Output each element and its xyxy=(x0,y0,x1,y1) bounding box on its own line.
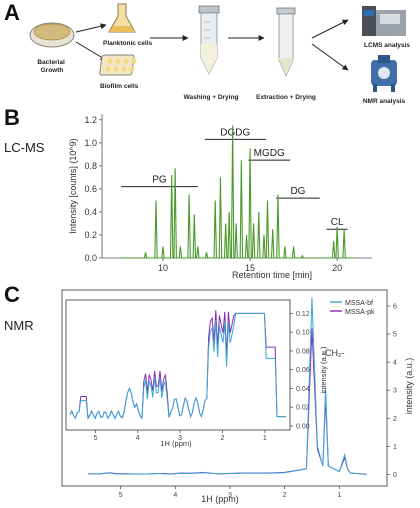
nmr-label: NMR analysis xyxy=(363,98,406,105)
lcms-y-tick-label: 1.0 xyxy=(84,138,97,148)
panel-b-side-label: LC-MS xyxy=(4,140,45,155)
inset-series-bf xyxy=(69,312,286,420)
nmr-y-tick-label: 5 xyxy=(393,332,397,339)
growth-label: Bacterial Growth xyxy=(37,59,66,74)
inset-frame xyxy=(65,299,291,431)
nmr-y-tick-label: 6 xyxy=(393,304,397,311)
arrow-to-biofilm xyxy=(75,41,107,61)
nmr-legend: MSSA-bf MSSA-pk xyxy=(330,300,375,316)
nmr-y-axis-title: intensity (a.u.) xyxy=(404,358,414,415)
lcms-y-tick-label: 0.2 xyxy=(84,230,97,240)
inset-y-tick-label: 0.06 xyxy=(296,367,310,374)
lcms-chart: 0.0 0.2 0.4 0.6 0.8 1.0 1.2 10 15 20 PG DGDG MGDG D… xyxy=(84,114,372,273)
inset-x-tick-label: 2 xyxy=(221,435,225,442)
nmr-chart: 5 4 3 2 1 0 1 2 3 4 5 6 xyxy=(61,289,397,499)
lcms-y-tick-label: 0.6 xyxy=(84,184,97,194)
inset-x-tick-label: 1 xyxy=(263,435,267,442)
falcon-tube-icon xyxy=(198,5,220,75)
lcms-x-tick-label: 20 xyxy=(332,263,342,273)
inset-y-tick-label: 0.02 xyxy=(296,405,310,412)
extraction-tube-icon xyxy=(276,7,296,77)
inset-y-tick-label: 0.08 xyxy=(296,348,310,355)
nmr-y-tick-label: 3 xyxy=(393,388,397,395)
nmr-y-tick-label: 2 xyxy=(393,416,397,423)
nmr-inset: 5 4 3 2 1 0.00 0.02 0.04 0.06 0.08 0.10 0.12 xyxy=(65,299,310,442)
inset-y-tick-label: 0.12 xyxy=(296,311,310,318)
lcms-x-tick-label: 10 xyxy=(158,263,168,273)
lcms-group-label: CL xyxy=(331,217,344,228)
nmr-y-tick-label: 4 xyxy=(393,360,397,367)
panel-a-letter: A xyxy=(4,0,20,25)
nmr-frame xyxy=(61,289,388,487)
nmr-x-tick-label: 3 xyxy=(228,492,232,499)
nmr-y-tick-label: 1 xyxy=(393,444,397,451)
panel-c-side-label: NMR xyxy=(4,318,34,333)
inset-x-tick-label: 4 xyxy=(136,435,140,442)
nmr-x-tick-label: 5 xyxy=(119,492,123,499)
nmr-series-bf xyxy=(87,297,367,475)
nmr-x-tick-label: 2 xyxy=(283,492,287,499)
lcms-group-label: MGDG xyxy=(254,148,285,159)
nmr-x-tick-label: 4 xyxy=(173,492,177,499)
inset-y-tick-label: 0.04 xyxy=(296,386,310,393)
arrow-to-nmr xyxy=(311,43,349,71)
ch2-annotation: -CH₂- xyxy=(322,348,345,358)
lcms-group-label: PG xyxy=(152,175,167,186)
well-plate-icon xyxy=(99,54,137,76)
lcms-y-tick-label: 1.2 xyxy=(84,115,97,125)
petri-dish-icon xyxy=(29,22,75,48)
inset-x-tick-label: 3 xyxy=(178,435,182,442)
inset-x-axis-title: 1H (ppm) xyxy=(160,439,192,448)
nmr-x-tick-label: 1 xyxy=(337,492,341,499)
panel-b-letter: B xyxy=(4,105,20,130)
nmr-y-tick-label: 0 xyxy=(393,472,397,479)
lcms-y-axis-title: Intensity [counts] (10^9) xyxy=(68,138,78,233)
lcms-label: LCMS analysis xyxy=(364,42,410,49)
growth-label-line1: Bacterial xyxy=(37,59,65,66)
inset-y-axis-title: intensity (a.u.) xyxy=(319,346,328,394)
arrow-to-lcms xyxy=(311,19,349,39)
legend-label-bf: MSSA-bf xyxy=(345,300,373,307)
lcms-trace xyxy=(119,125,356,259)
washing-label: Washing + Drying xyxy=(184,94,239,101)
inset-x-tick-label: 5 xyxy=(93,435,97,442)
nmr-magnet-icon xyxy=(371,55,397,92)
lcms-group-label: DG xyxy=(290,186,305,197)
inset-y-tick-label: 0.00 xyxy=(296,424,310,431)
lcms-x-axis-title: Retention time [min] xyxy=(232,270,312,280)
inset-y-tick-label: 0.10 xyxy=(296,330,310,337)
biofilm-label: Biofilm cells xyxy=(100,83,139,90)
legend-label-pk: MSSA-pk xyxy=(345,309,375,316)
lcms-group-label: DGDG xyxy=(220,127,250,138)
nmr-x-axis-title: 1H (ppm) xyxy=(201,494,239,504)
extraction-label: Extraction + Drying xyxy=(256,94,316,101)
lcms-y-tick-label: 0.0 xyxy=(84,253,97,263)
planktonic-label: Planktonic cells xyxy=(103,40,153,47)
panel-c-letter: C xyxy=(4,282,20,307)
lcms-y-tick-label: 0.4 xyxy=(84,207,97,217)
lcms-x-tick-label: 15 xyxy=(245,263,255,273)
lcms-instrument-icon xyxy=(362,6,406,36)
flask-icon xyxy=(108,3,136,33)
lcms-y-tick-label: 0.8 xyxy=(84,161,97,171)
arrow-to-planktonic xyxy=(75,23,107,33)
growth-label-line2: Growth xyxy=(41,67,64,74)
